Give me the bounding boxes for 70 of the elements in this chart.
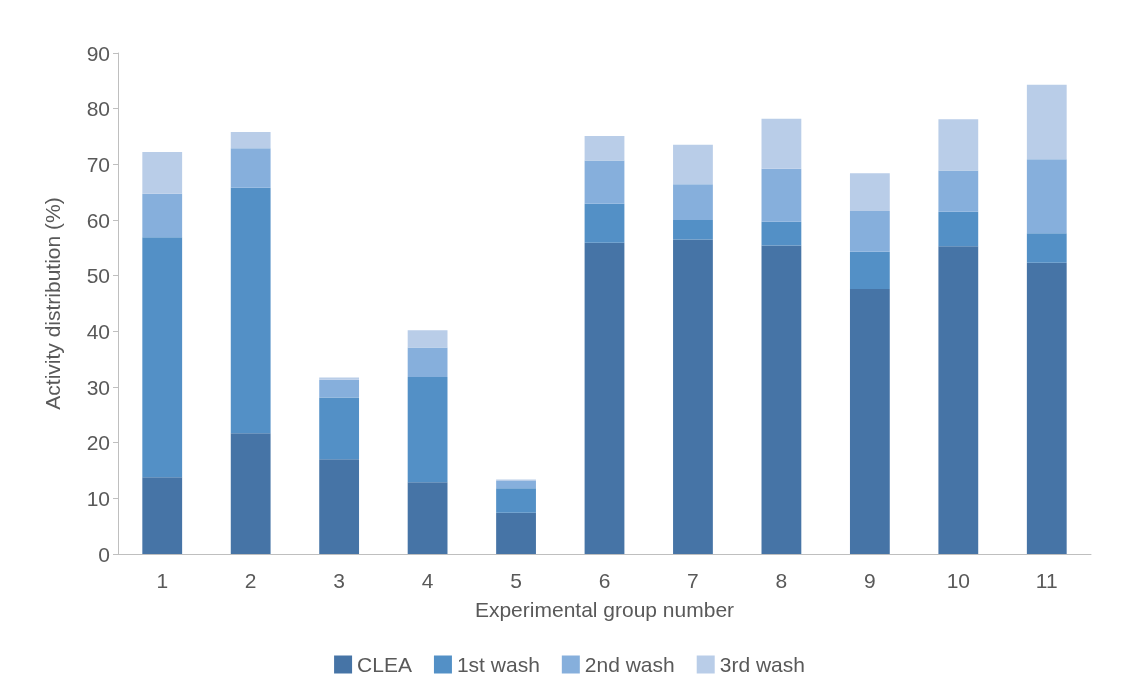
bar bbox=[584, 242, 625, 554]
bar bbox=[496, 481, 536, 489]
legend-label: 3rd wash bbox=[719, 653, 805, 676]
bar bbox=[761, 221, 802, 246]
bar bbox=[230, 148, 271, 188]
legend-label: CLEA bbox=[357, 653, 412, 676]
y-tick-label: 10 bbox=[86, 486, 110, 510]
x-tick-label: 3 bbox=[333, 569, 345, 592]
bar bbox=[496, 488, 536, 513]
x-tick-label: 7 bbox=[687, 569, 699, 592]
bar bbox=[319, 379, 360, 398]
legend-label: 1st wash bbox=[456, 653, 540, 676]
bar bbox=[673, 144, 713, 185]
y-tick-label: 0 bbox=[98, 542, 110, 566]
x-tick-label: 2 bbox=[244, 569, 257, 592]
y-tick-label: 60 bbox=[86, 208, 110, 232]
bar bbox=[230, 433, 271, 554]
bar bbox=[849, 289, 890, 554]
bar bbox=[142, 477, 183, 554]
bar bbox=[319, 377, 360, 380]
bar bbox=[938, 246, 979, 554]
bar bbox=[230, 132, 271, 149]
bar bbox=[407, 482, 448, 554]
y-tick-label: 20 bbox=[86, 431, 110, 455]
bar bbox=[938, 170, 979, 212]
bar bbox=[1026, 262, 1067, 554]
x-axis-title: Experimental group number bbox=[474, 598, 735, 621]
bar bbox=[761, 245, 802, 554]
bar bbox=[584, 203, 625, 243]
bar bbox=[319, 397, 360, 460]
x-tick-label: 9 bbox=[864, 569, 876, 592]
bar bbox=[1026, 233, 1067, 263]
bar bbox=[230, 187, 271, 434]
x-tick-label: 1 bbox=[156, 569, 169, 592]
bar bbox=[1026, 159, 1067, 234]
bar bbox=[142, 237, 183, 478]
bar bbox=[673, 239, 713, 554]
x-tick-label: 11 bbox=[1035, 569, 1058, 592]
bar bbox=[319, 459, 360, 554]
y-tick-label: 40 bbox=[86, 319, 110, 343]
bar bbox=[849, 173, 890, 212]
y-tick-label: 50 bbox=[86, 264, 110, 288]
bar bbox=[407, 347, 448, 377]
bar bbox=[407, 376, 448, 483]
y-tick-label: 30 bbox=[86, 375, 110, 399]
bar bbox=[673, 220, 713, 240]
x-tick-label: 8 bbox=[775, 569, 788, 592]
bar bbox=[1026, 84, 1067, 160]
bar bbox=[407, 330, 448, 348]
bar bbox=[849, 211, 890, 252]
x-tick-label: 10 bbox=[946, 569, 970, 592]
bar bbox=[938, 119, 979, 171]
y-tick-label: 80 bbox=[86, 97, 110, 121]
bar bbox=[142, 152, 183, 194]
bar bbox=[496, 512, 536, 554]
bar bbox=[938, 211, 979, 247]
x-tick-label: 4 bbox=[421, 569, 434, 592]
y-tick-label: 90 bbox=[86, 41, 110, 65]
bar bbox=[584, 135, 625, 161]
y-axis-title: Activity distribution (%) bbox=[41, 197, 64, 410]
y-tick-label: 70 bbox=[86, 152, 110, 176]
legend-label: 2nd wash bbox=[584, 653, 675, 676]
x-tick-label: 5 bbox=[510, 569, 522, 592]
bar bbox=[673, 184, 713, 220]
bar bbox=[761, 118, 802, 169]
bar bbox=[142, 193, 183, 238]
bar bbox=[584, 160, 625, 204]
x-tick-label: 6 bbox=[598, 569, 611, 592]
bar bbox=[761, 168, 802, 222]
bar bbox=[849, 251, 890, 290]
